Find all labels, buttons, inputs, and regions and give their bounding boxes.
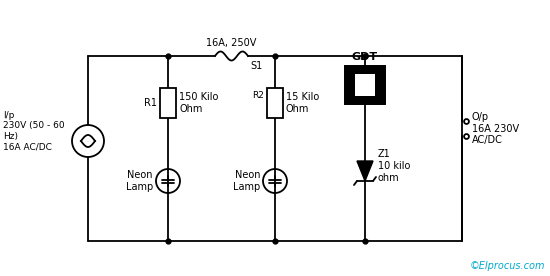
Text: R1: R1 bbox=[144, 98, 157, 108]
Text: O/p
16A 230V
AC/DC: O/p 16A 230V AC/DC bbox=[472, 112, 519, 145]
Bar bbox=[345, 66, 385, 104]
Text: Z1
10 kilo
ohm: Z1 10 kilo ohm bbox=[378, 149, 410, 183]
Text: S1: S1 bbox=[250, 61, 262, 71]
Text: GDT: GDT bbox=[352, 52, 378, 62]
Text: Neon
Lamp: Neon Lamp bbox=[233, 170, 260, 192]
Text: 15 Kilo
Ohm: 15 Kilo Ohm bbox=[286, 92, 319, 114]
Text: R2: R2 bbox=[252, 91, 264, 100]
Polygon shape bbox=[357, 161, 373, 181]
Text: Neon
Lamp: Neon Lamp bbox=[126, 170, 153, 192]
Text: ©Elprocus.com: ©Elprocus.com bbox=[470, 261, 545, 271]
Bar bbox=[355, 74, 375, 96]
Bar bbox=[160, 88, 176, 118]
Text: I/p
230V (50 - 60
Hz)
16A AC/DC: I/p 230V (50 - 60 Hz) 16A AC/DC bbox=[3, 111, 65, 151]
Bar bbox=[267, 88, 283, 118]
Text: 16A, 250V: 16A, 250V bbox=[206, 38, 257, 48]
Bar bbox=[345, 66, 385, 104]
Text: 150 Kilo
Ohm: 150 Kilo Ohm bbox=[179, 92, 218, 114]
